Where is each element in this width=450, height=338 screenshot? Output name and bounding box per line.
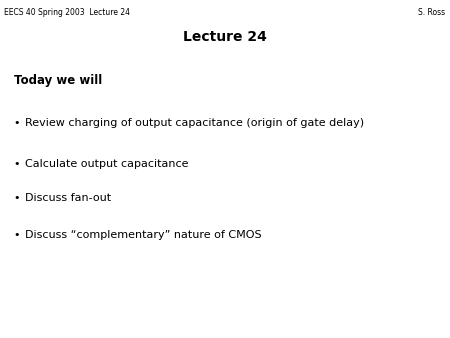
Text: Discuss fan-out: Discuss fan-out	[25, 193, 111, 203]
Text: EECS 40 Spring 2003  Lecture 24: EECS 40 Spring 2003 Lecture 24	[4, 8, 130, 18]
Text: S. Ross: S. Ross	[418, 8, 446, 18]
Text: Discuss “complementary” nature of CMOS: Discuss “complementary” nature of CMOS	[25, 230, 261, 240]
Text: Today we will: Today we will	[14, 74, 102, 87]
Text: Review charging of output capacitance (origin of gate delay): Review charging of output capacitance (o…	[25, 118, 364, 128]
Text: •: •	[14, 159, 20, 169]
Text: •: •	[14, 118, 20, 128]
Text: Lecture 24: Lecture 24	[183, 30, 267, 44]
Text: Calculate output capacitance: Calculate output capacitance	[25, 159, 188, 169]
Text: •: •	[14, 193, 20, 203]
Text: •: •	[14, 230, 20, 240]
